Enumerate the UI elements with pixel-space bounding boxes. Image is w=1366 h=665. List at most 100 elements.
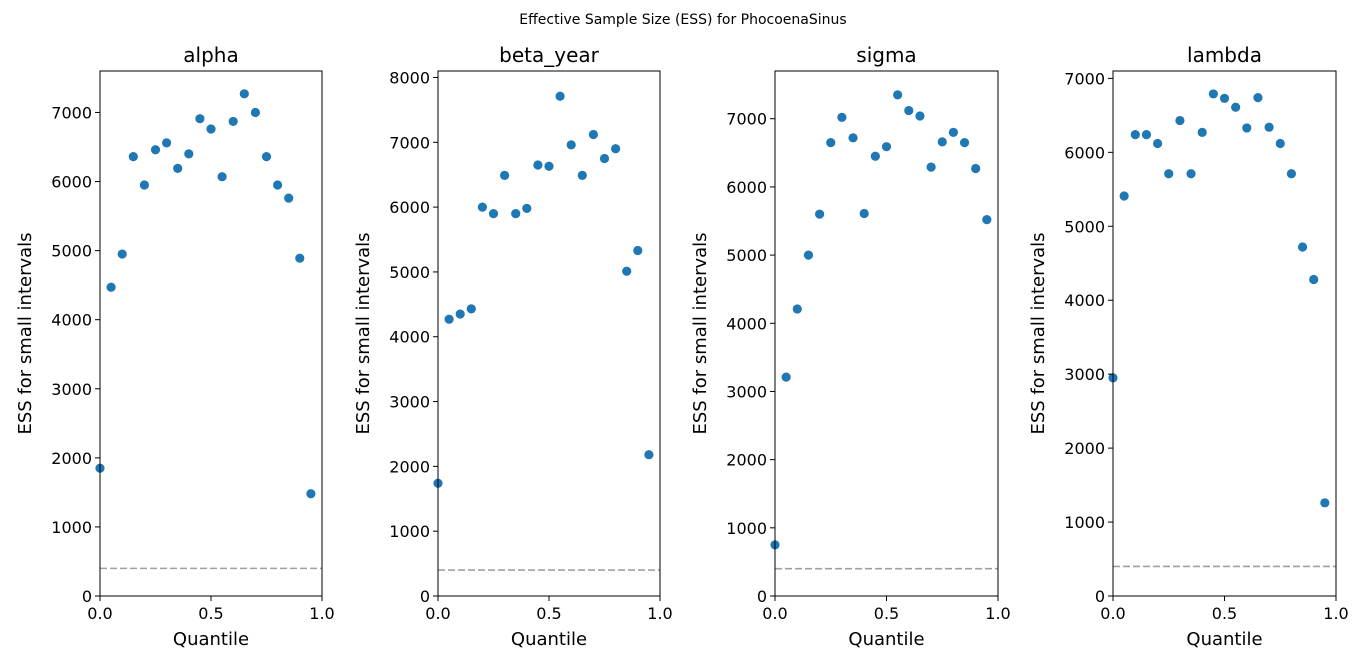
y-tick-label: 4000 <box>389 328 430 347</box>
y-tick-label: 2000 <box>726 451 767 470</box>
y-tick-label: 5000 <box>726 246 767 265</box>
axes-frame <box>437 70 661 597</box>
data-point <box>228 116 238 127</box>
y-tick-label: 3000 <box>389 393 430 412</box>
data-point <box>870 151 880 161</box>
data-point <box>184 149 194 159</box>
data-point <box>948 127 959 137</box>
data-point <box>1297 242 1308 252</box>
data-point <box>599 153 610 164</box>
panel-lambda: 0.0 0.5 1.0 0 1000 2000 3000 4000 5000 6000 7000 la… <box>1028 43 1349 650</box>
data-point <box>1153 138 1163 149</box>
data-point <box>162 138 172 148</box>
data-point <box>1130 129 1140 140</box>
y-tick-label: 7000 <box>389 133 430 152</box>
data-point <box>128 152 138 162</box>
data-point <box>1164 169 1174 179</box>
y-tick-label: 2000 <box>1064 439 1105 458</box>
y-tick-label: 2000 <box>389 457 430 476</box>
data-point <box>295 253 305 263</box>
data-point <box>444 314 454 324</box>
x-tick-label: 0.5 <box>874 604 899 623</box>
data-point <box>250 107 260 118</box>
x-tick-label: 0.0 <box>425 604 450 623</box>
data-point <box>1175 115 1185 126</box>
panel-title: alpha <box>183 43 238 67</box>
data-point <box>1286 169 1296 179</box>
data-point <box>848 133 858 143</box>
y-tick-label: 5000 <box>1064 217 1105 236</box>
y-tick-label: 1000 <box>1064 513 1105 532</box>
data-point <box>500 170 510 180</box>
data-point <box>982 215 992 225</box>
y-tick-label: 0 <box>1095 587 1105 606</box>
data-point <box>1320 498 1330 508</box>
y-axis-label: ESS for small intervals <box>353 232 374 434</box>
data-point <box>273 180 283 190</box>
data-point <box>781 372 791 382</box>
y-tick-label: 6000 <box>1064 143 1105 162</box>
y-tick-label: 3000 <box>51 380 92 399</box>
y-tick-label: 0 <box>82 587 92 606</box>
data-point <box>522 203 532 214</box>
x-tick-label: 0.5 <box>1212 604 1237 623</box>
data-point <box>803 250 814 260</box>
data-point <box>859 208 869 219</box>
data-point <box>1253 93 1263 103</box>
y-tick-label: 4000 <box>51 311 92 330</box>
y-axis-label: ESS for small intervals <box>1028 232 1049 434</box>
data-point <box>261 152 272 162</box>
y-tick-label: 6000 <box>389 198 430 217</box>
data-point <box>206 124 216 134</box>
axes-frame <box>99 70 323 597</box>
data-point <box>1242 123 1252 133</box>
data-point <box>117 249 127 259</box>
data-point <box>1119 191 1129 201</box>
panel-title: lambda <box>1187 43 1262 67</box>
y-tick-label: 4000 <box>1064 291 1105 310</box>
panel-alpha: 0.0 0.5 1.0 0 1000 2000 3000 4000 5000 6000 7000 al… <box>15 43 335 650</box>
data-point <box>555 91 565 101</box>
y-tick-label: 3000 <box>1064 365 1105 384</box>
data-point <box>971 163 981 174</box>
x-axis-label: Quantile <box>173 629 249 650</box>
data-point <box>1197 127 1207 137</box>
y-tick-label: 1000 <box>51 518 92 537</box>
y-tick-label: 7000 <box>1064 69 1105 88</box>
data-point <box>826 137 836 148</box>
data-point <box>195 114 205 124</box>
data-point <box>837 112 847 122</box>
data-point <box>173 163 183 174</box>
data-point <box>611 144 621 154</box>
data-point <box>926 162 936 172</box>
data-point <box>622 266 632 276</box>
y-axis-label: ESS for small intervals <box>690 232 711 434</box>
x-tick-label: 0.0 <box>87 604 112 623</box>
panels: 0.0 0.5 1.0 0 1000 2000 3000 4000 5000 6000 7000 al… <box>15 43 1349 650</box>
panel-beta_year: 0.0 0.5 1.0 0 1000 2000 3000 4000 5000 6000 7000 80… <box>353 43 673 650</box>
y-tick-label: 0 <box>757 587 767 606</box>
data-point <box>1231 102 1241 112</box>
x-tick-label: 0.5 <box>536 604 561 623</box>
data-point <box>477 202 487 212</box>
figure-suptitle: Effective Sample Size (ESS) for Phocoena… <box>519 12 846 28</box>
x-axis-label: Quantile <box>511 629 587 650</box>
data-point <box>1309 274 1319 285</box>
x-tick-label: 1.0 <box>309 604 334 623</box>
data-point <box>915 111 925 121</box>
data-point <box>488 208 499 219</box>
y-tick-label: 1000 <box>389 522 430 541</box>
panel-sigma: 0.0 0.5 1.0 0 1000 2000 3000 4000 5000 6000 7000 si… <box>690 43 1011 650</box>
data-point <box>633 245 643 256</box>
x-tick-label: 0.5 <box>198 604 223 623</box>
data-point <box>1208 89 1218 99</box>
panel-title: sigma <box>856 43 916 67</box>
x-tick-label: 0.0 <box>762 604 787 623</box>
y-tick-label: 0 <box>420 587 430 606</box>
data-point <box>544 161 554 171</box>
data-point <box>792 304 802 314</box>
y-tick-label: 7000 <box>51 103 92 122</box>
x-tick-label: 1.0 <box>647 604 672 623</box>
data-point <box>1186 169 1196 179</box>
